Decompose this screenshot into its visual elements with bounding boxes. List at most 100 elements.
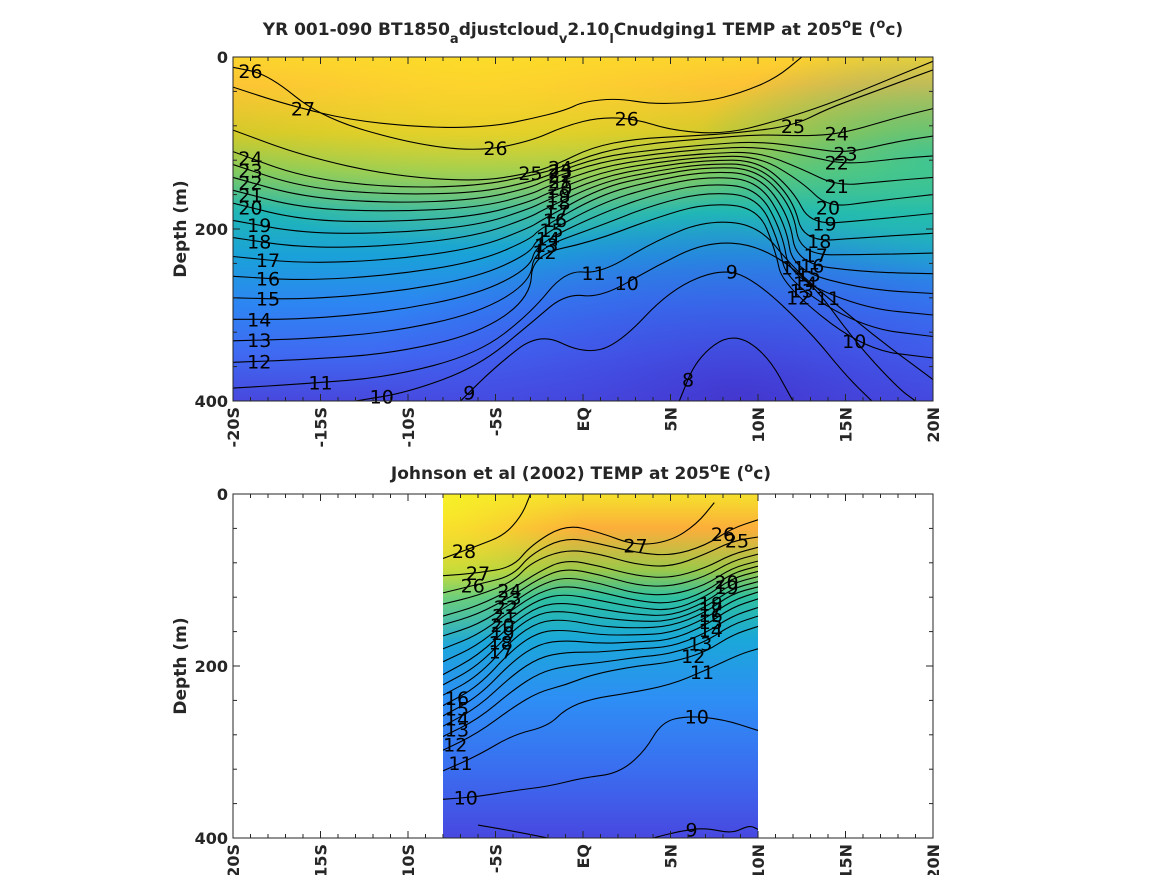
- contour-label: 23: [497, 587, 521, 609]
- contour-label: 19: [714, 577, 738, 599]
- panel1-contours: [233, 57, 933, 401]
- contour-label: 13: [790, 280, 814, 302]
- contour-label: 24: [825, 124, 849, 146]
- contour-label: 20: [490, 615, 514, 637]
- title-part: o: [744, 461, 753, 476]
- model-temperature-panel: YR 001-090 BT1850adjustcloudv2.10lCnudgi…: [171, 17, 943, 447]
- contour-label: 20: [548, 178, 572, 200]
- contour-11: [443, 648, 758, 772]
- title-part: c): [885, 20, 903, 40]
- panel1-y-label: Depth (m): [171, 180, 191, 277]
- contour-22: [443, 560, 758, 637]
- contour-24: [443, 546, 758, 617]
- x-tick-label: 5N: [662, 407, 681, 432]
- contour-28: [443, 494, 532, 560]
- panel1-title: YR 001-090 BT1850adjustcloudv2.10lCnudgi…: [262, 17, 903, 47]
- x-tick-label: 20N: [924, 844, 943, 875]
- contour-21: [443, 565, 758, 650]
- contour-16: [443, 591, 758, 707]
- contour-label: 27: [623, 536, 647, 558]
- contour-label: 22: [825, 153, 849, 175]
- contour-label: 11: [690, 662, 714, 684]
- contour-label: 16: [445, 688, 469, 710]
- title-part: l: [609, 32, 613, 47]
- panel2-heatmap: [443, 494, 758, 838]
- title-part: djustcloud: [459, 20, 559, 40]
- contour-11: [233, 221, 933, 389]
- contour-label: 18: [247, 231, 271, 253]
- x-tick-label: -15S: [312, 844, 331, 875]
- contour-label: 26: [238, 61, 262, 83]
- panel2-y-label: Depth (m): [171, 617, 191, 714]
- contour-label: 9: [463, 382, 475, 404]
- contour-label: 9: [726, 261, 738, 283]
- contour-16: [233, 171, 933, 280]
- contour-15: [233, 177, 933, 300]
- panel1-contour-labels: 2627262625252423222120191817161514131211…: [238, 61, 866, 409]
- contour-label: 14: [536, 229, 560, 251]
- x-tick-label: 20N: [924, 407, 943, 443]
- contour-label: 18: [699, 594, 723, 616]
- contour-label: 21: [492, 606, 516, 628]
- contour-label: 23: [548, 161, 572, 183]
- contour-label: 16: [699, 605, 723, 627]
- contour-label: 27: [466, 563, 490, 585]
- contour-label: 17: [699, 599, 723, 621]
- contour-label: 13: [247, 330, 271, 352]
- y-tick-label: 200: [195, 220, 228, 239]
- contour-label: 12: [681, 646, 705, 668]
- contour-label: 23: [833, 143, 857, 165]
- contour-label: 14: [247, 309, 271, 331]
- contour-label: 28: [452, 541, 476, 563]
- contour-label: 10: [615, 273, 639, 295]
- panel2-y-ticks: 0 200 400: [195, 485, 933, 848]
- contour-label: 20: [238, 198, 262, 220]
- x-tick-label: -10S: [399, 407, 418, 447]
- title-part: c): [753, 464, 771, 484]
- y-tick-label: 400: [195, 392, 228, 411]
- contour-label: 12: [247, 351, 271, 373]
- contour-label: 25: [725, 530, 749, 552]
- panel2-title: Johnson et al (2002) TEMP at 205oE (oc): [390, 461, 771, 484]
- contour-label: 8: [682, 370, 694, 392]
- contour-13: [443, 615, 758, 737]
- contour-18: [443, 581, 758, 686]
- title-part: v: [559, 32, 568, 47]
- contour-label: 22: [238, 172, 262, 194]
- x-tick-label: -20S: [224, 844, 243, 875]
- x-tick-label: -5S: [487, 407, 506, 436]
- contour-27: [233, 57, 803, 128]
- contour-label: 14: [793, 273, 817, 295]
- contour-25: [443, 536, 758, 605]
- contour-label: 20: [816, 198, 840, 220]
- panel2-contours: [443, 494, 758, 838]
- contour-label: 19: [546, 185, 570, 207]
- contour-label: 10: [370, 387, 394, 409]
- x-tick-label: EQ: [574, 407, 593, 432]
- contour-label: 24: [238, 148, 262, 170]
- contour-label: 25: [781, 116, 805, 138]
- contour-23: [443, 553, 758, 626]
- contour-label: 15: [699, 612, 723, 634]
- contour-label: 13: [445, 720, 469, 742]
- contour-label: 17: [256, 250, 280, 272]
- contour-label: 17: [489, 642, 513, 664]
- panel1-x-ticks: -20S -15S -10S -5S EQ 5N 10N 15N 20N: [224, 57, 943, 447]
- contour-15: [443, 598, 758, 717]
- contour-label: 10: [685, 707, 709, 729]
- contour-24: [233, 108, 933, 188]
- contour-label: 11: [816, 288, 840, 310]
- contour-label: 21: [238, 185, 262, 207]
- contour-label: 14: [699, 620, 723, 642]
- contour-label: 15: [797, 265, 821, 287]
- contour-label: 15: [539, 220, 563, 242]
- title-part: E (: [851, 20, 876, 40]
- contour-label: 17: [545, 202, 569, 224]
- contour-label: 16: [543, 210, 567, 232]
- contour-label: 23: [238, 160, 262, 182]
- contour-18: [233, 163, 933, 248]
- contour-9: [652, 826, 758, 838]
- contour-8: [678, 337, 794, 401]
- panel1-heatmap: [233, 57, 933, 401]
